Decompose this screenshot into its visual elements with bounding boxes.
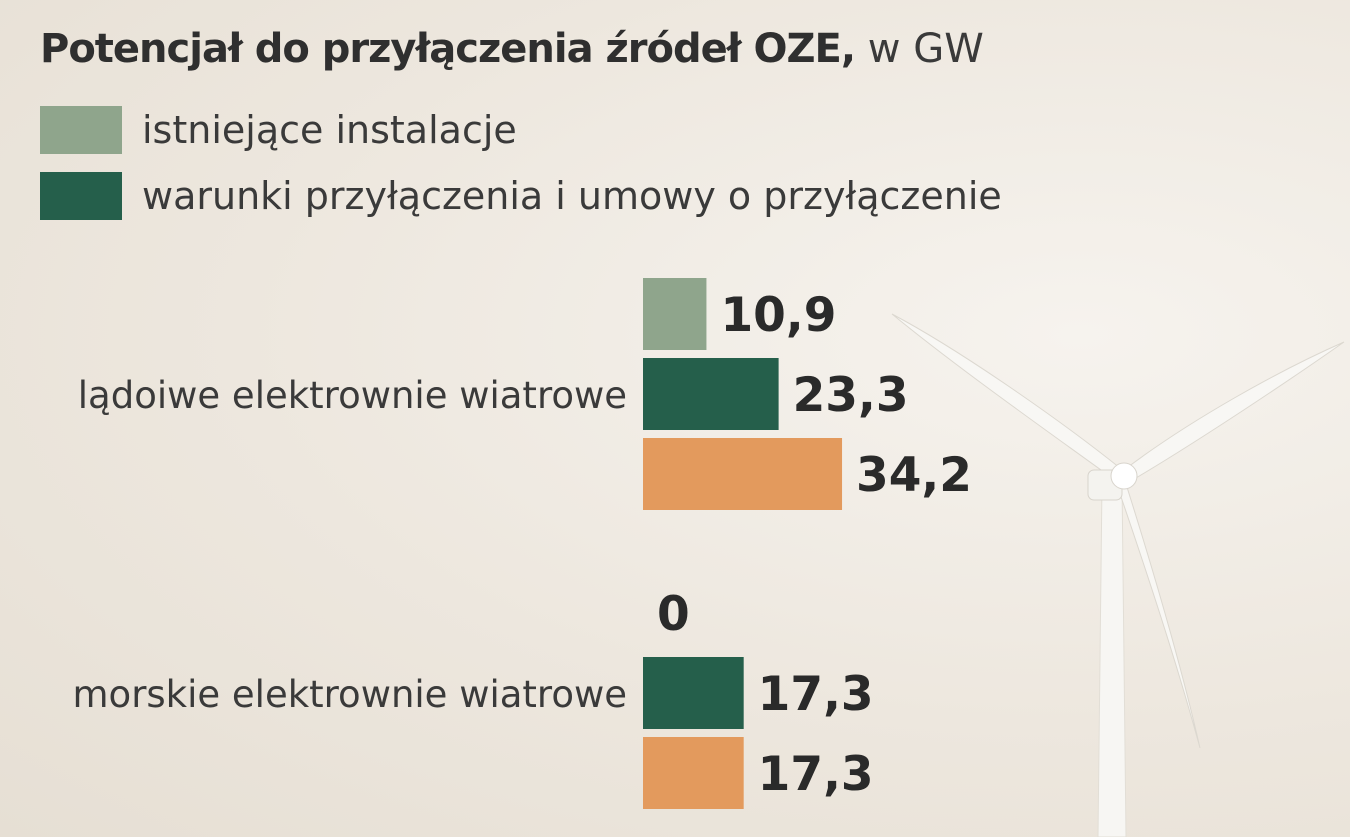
legend-label-existing: istniejące instalacje <box>142 108 517 152</box>
legend-label-conditions: warunki przyłączenia i umowy o przyłącze… <box>142 174 1002 218</box>
chart-title-unit: w GW <box>867 26 984 72</box>
value-label-onshore-conditions: 23,3 <box>793 368 909 423</box>
chart-title-main: Potencjał do przyłączenia źródeł OZE, <box>40 26 856 72</box>
bar-onshore-existing <box>643 278 707 350</box>
legend-item-conditions: warunki przyłączenia i umowy o przyłącze… <box>40 172 1002 220</box>
legend-swatch-existing <box>40 106 122 154</box>
value-label-onshore-existing: 10,9 <box>720 288 836 343</box>
value-label-offshore-conditions: 17,3 <box>758 667 874 722</box>
value-label-onshore-total: 34,2 <box>856 448 972 503</box>
wind-turbine-illustration <box>891 313 1345 837</box>
bar-onshore-total <box>643 438 843 510</box>
bar-onshore-conditions <box>643 358 779 430</box>
legend-swatch-conditions <box>40 172 122 220</box>
bar-offshore-conditions <box>643 657 744 729</box>
legend-item-existing: istniejące instalacje <box>40 106 517 154</box>
category-label-offshore: morskie elektrownie wiatrowe <box>73 673 627 716</box>
chart-title: Potencjał do przyłączenia źródeł OZE, w … <box>40 26 984 72</box>
value-label-offshore-existing: 0 <box>657 587 690 642</box>
value-label-offshore-total: 17,3 <box>758 747 874 802</box>
category-label-onshore: lądoiwe elektrownie wiatrowe <box>78 374 627 417</box>
bar-offshore-total <box>643 737 744 809</box>
plot-area: lądoiwe elektrownie wiatrowe 10,9 23,3 34,2… <box>73 278 972 809</box>
